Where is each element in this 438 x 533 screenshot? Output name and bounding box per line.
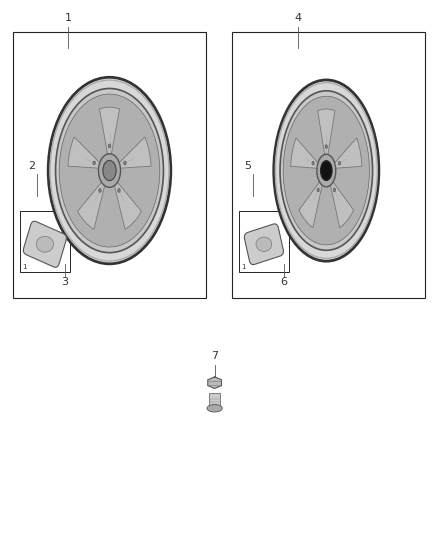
FancyBboxPatch shape — [23, 221, 67, 268]
Bar — [239, 211, 289, 272]
Polygon shape — [208, 377, 222, 389]
Ellipse shape — [103, 160, 116, 181]
Ellipse shape — [108, 144, 111, 148]
Ellipse shape — [317, 154, 336, 187]
Ellipse shape — [50, 80, 169, 261]
PathPatch shape — [78, 179, 106, 229]
Ellipse shape — [99, 189, 101, 192]
PathPatch shape — [332, 138, 362, 168]
Ellipse shape — [274, 80, 379, 261]
Ellipse shape — [283, 96, 369, 245]
PathPatch shape — [329, 179, 354, 228]
Ellipse shape — [280, 91, 373, 251]
Text: 3: 3 — [61, 277, 68, 287]
Ellipse shape — [124, 161, 126, 165]
PathPatch shape — [68, 137, 103, 168]
PathPatch shape — [318, 109, 335, 160]
PathPatch shape — [291, 138, 321, 168]
Ellipse shape — [99, 154, 120, 187]
Bar — [232, 32, 425, 298]
PathPatch shape — [99, 107, 120, 159]
Text: 1: 1 — [64, 13, 71, 23]
FancyBboxPatch shape — [244, 224, 283, 265]
PathPatch shape — [299, 179, 323, 228]
Ellipse shape — [276, 83, 377, 259]
Text: 7: 7 — [211, 351, 218, 361]
Ellipse shape — [59, 94, 160, 247]
Ellipse shape — [317, 188, 319, 192]
Ellipse shape — [339, 161, 341, 165]
Ellipse shape — [207, 405, 223, 412]
Ellipse shape — [333, 188, 336, 192]
Ellipse shape — [325, 145, 327, 149]
Text: 5: 5 — [244, 160, 251, 171]
Text: 2: 2 — [28, 160, 35, 171]
Text: 1: 1 — [22, 264, 26, 270]
Text: 4: 4 — [294, 13, 301, 23]
Bar — [209, 393, 220, 408]
Ellipse shape — [118, 189, 120, 192]
PathPatch shape — [113, 179, 141, 229]
Ellipse shape — [48, 77, 171, 264]
Bar — [20, 211, 70, 272]
Ellipse shape — [93, 161, 95, 165]
Ellipse shape — [36, 236, 53, 252]
PathPatch shape — [116, 137, 151, 168]
Ellipse shape — [56, 88, 163, 253]
Text: 1: 1 — [241, 264, 245, 270]
Ellipse shape — [321, 161, 332, 180]
Ellipse shape — [312, 161, 314, 165]
Ellipse shape — [256, 237, 272, 252]
Text: 6: 6 — [280, 277, 287, 287]
Bar — [13, 32, 206, 298]
